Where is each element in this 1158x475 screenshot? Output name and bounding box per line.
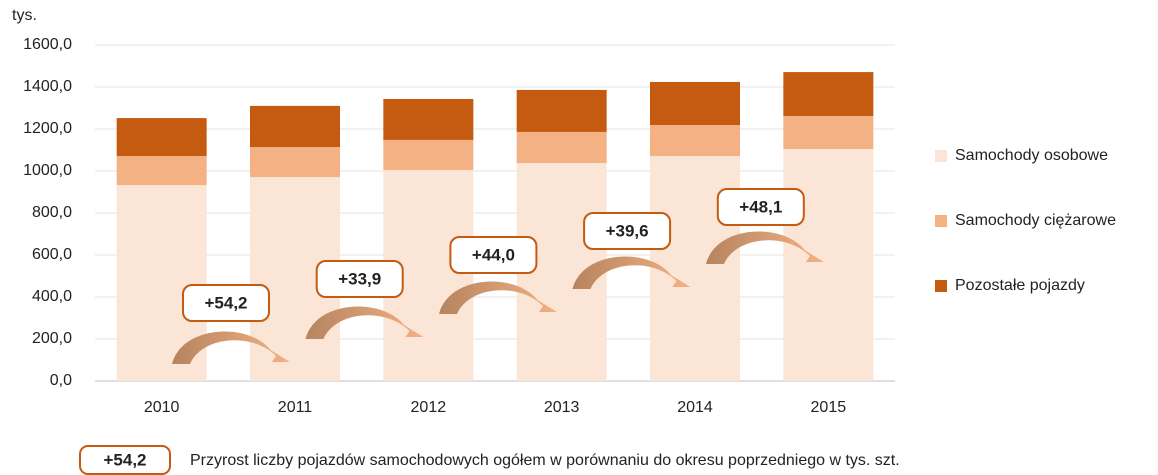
y-tick-label: 0,0 [50, 372, 72, 389]
legend-swatch [935, 150, 947, 162]
annotation-box [449, 236, 538, 274]
bar-segment [516, 89, 607, 132]
annotation: +33,9 [338, 269, 381, 288]
bar-segment [650, 81, 740, 126]
bar-segment [783, 115, 874, 149]
y-tick-label: 600,0 [32, 246, 72, 263]
x-tick-label: 2013 [544, 399, 580, 416]
growth-arrow [439, 281, 557, 314]
annotation-box [716, 188, 805, 226]
bar-segment [783, 72, 874, 116]
annotation-box [315, 260, 404, 298]
annotation: +44,0 [472, 245, 515, 264]
footnote-text: Przyrost liczby pojazdów samochodowych o… [190, 452, 900, 469]
bar-segment [383, 98, 474, 140]
bar-segment [250, 105, 340, 148]
x-tick-label: 2010 [144, 399, 180, 416]
bar-segment [116, 156, 207, 186]
annotation: +54,2 [204, 293, 247, 312]
growth-arrow [172, 331, 290, 364]
bar-segment [383, 139, 474, 170]
x-tick-label: 2012 [411, 399, 447, 416]
annotation: +48,1 [739, 197, 782, 216]
y-tick-label: 1200,0 [23, 120, 72, 137]
growth-arrow [305, 306, 424, 339]
y-axis-label: tys. [12, 7, 37, 24]
growth-arrow [572, 256, 691, 289]
y-tick-label: 1600,0 [23, 36, 72, 53]
footnote-box [79, 445, 171, 475]
annotation-box [583, 212, 672, 250]
y-tick-label: 400,0 [32, 288, 72, 305]
bar-segment [783, 148, 874, 381]
annotation: +39,6 [606, 221, 649, 240]
footnote-label: +54,2 [103, 450, 146, 469]
legend-swatch [935, 280, 947, 292]
legend-label: Samochody ciężarowe [955, 212, 1116, 229]
y-tick-label: 1400,0 [23, 78, 72, 95]
y-tick-label: 800,0 [32, 204, 72, 221]
growth-arrow [706, 231, 824, 264]
bar-segment [250, 147, 340, 178]
x-tick-label: 2014 [677, 399, 713, 416]
y-tick-label: 200,0 [32, 330, 72, 347]
legend-label: Pozostałe pojazdy [955, 277, 1085, 294]
x-tick-label: 2015 [811, 399, 847, 416]
legend-label: Samochody osobowe [955, 147, 1108, 164]
bar-segment [650, 125, 740, 157]
bar-segment [116, 118, 207, 157]
y-tick-label: 1000,0 [23, 162, 72, 179]
x-tick-label: 2011 [278, 399, 313, 416]
bar-segment [516, 131, 607, 164]
legend-swatch [935, 215, 947, 227]
annotation-box [182, 284, 270, 322]
